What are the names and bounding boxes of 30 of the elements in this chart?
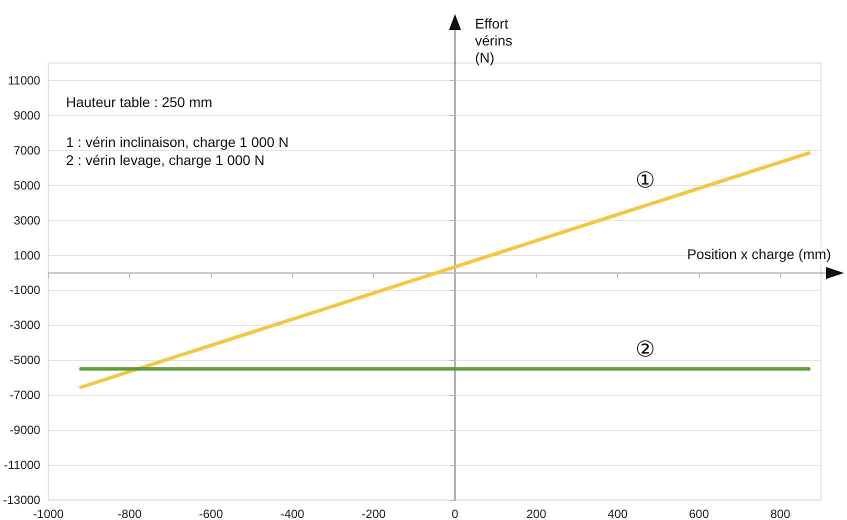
y-tick-label: -7000 xyxy=(10,388,41,402)
x-tick-label: -800 xyxy=(118,507,142,520)
y-tick-label: 3000 xyxy=(14,213,41,228)
x-tick-label: -400 xyxy=(280,507,305,520)
x-tick-label: -600 xyxy=(199,507,224,520)
x-tick-label: 600 xyxy=(688,507,710,520)
y-tick-label: -11000 xyxy=(4,458,41,472)
annotation: Hauteur table : 250 mm xyxy=(66,94,212,110)
x-tick-label: -1000 xyxy=(33,507,64,520)
y-tick-label: 5000 xyxy=(14,178,41,192)
y-tick-label: -3000 xyxy=(10,318,41,332)
x-tick-label: 0 xyxy=(452,507,459,520)
annotation: 2 : vérin levage, charge 1 000 N xyxy=(66,152,264,168)
x-tick-label: -200 xyxy=(362,507,386,520)
y-tick-label: 11000 xyxy=(8,73,41,88)
x-tick-label: 400 xyxy=(608,507,628,520)
x-axis-title: Position x charge (mm) xyxy=(687,246,832,262)
y-tick-label: -1000 xyxy=(10,283,41,298)
y-axis-title: Effort vérins (N) xyxy=(475,16,516,66)
annotation: ① xyxy=(635,167,656,192)
y-tick-label: -5000 xyxy=(10,353,41,368)
annotation: ② xyxy=(635,336,656,362)
y-tick-label: -9000 xyxy=(10,423,41,438)
y-tick-label: -13000 xyxy=(2,493,41,507)
annotation: 1 : vérin inclinaison, charge 1 000 N xyxy=(66,134,289,150)
y-tick-label: 7000 xyxy=(14,143,41,158)
y-tick-label: 1000 xyxy=(14,248,41,262)
x-tick-label: 800 xyxy=(770,507,791,520)
x-tick-label: 200 xyxy=(526,507,547,520)
y-tick-label: 9000 xyxy=(14,108,41,122)
